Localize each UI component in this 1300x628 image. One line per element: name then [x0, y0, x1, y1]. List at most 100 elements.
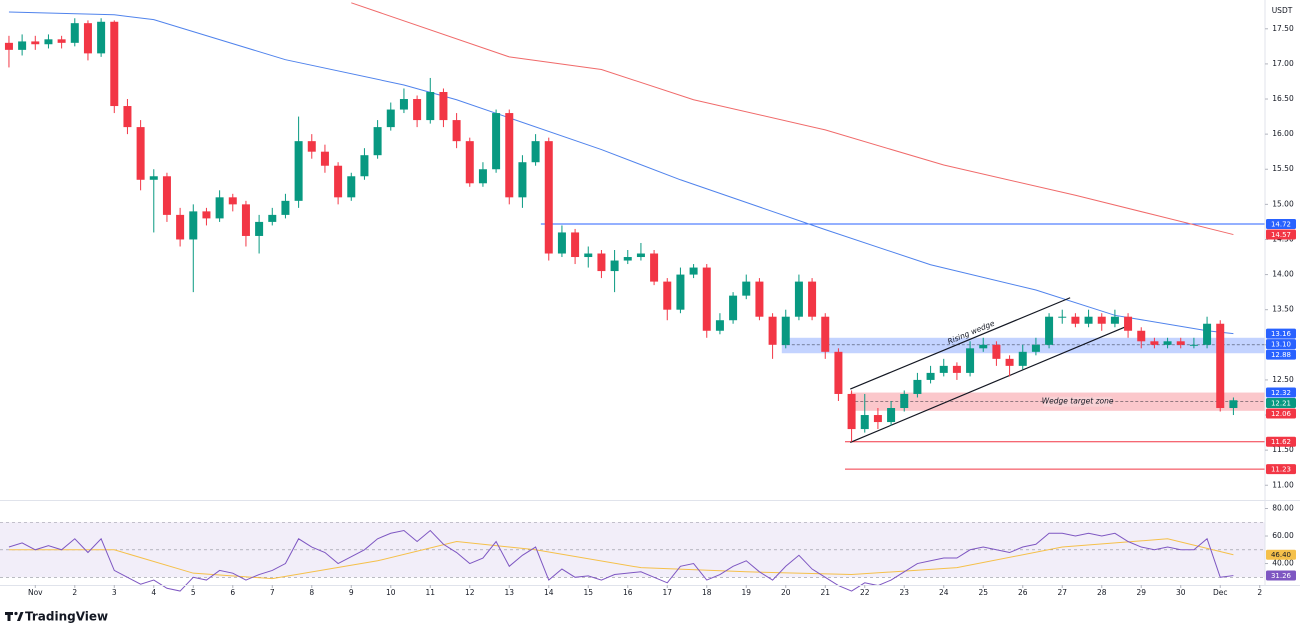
- x-tick-label: 12: [465, 588, 475, 597]
- price-badge-label: 14.72: [1271, 221, 1291, 229]
- price-badge-label: 13.16: [1271, 330, 1292, 338]
- x-tick-label: 17: [662, 588, 672, 597]
- candle-body: [320, 151, 329, 166]
- candle-body: [373, 127, 382, 156]
- axis-layer: USDT 17.5017.0016.5016.0015.5015.0014.50…: [0, 0, 1300, 597]
- price-badge-label: 12.06: [1271, 410, 1292, 418]
- candle-body: [44, 39, 53, 45]
- y-tick-label: 17.50: [1272, 24, 1294, 33]
- candle-body: [1071, 316, 1080, 324]
- price-badge-label: 31.26: [1271, 572, 1292, 580]
- candle-body: [939, 365, 948, 373]
- price-badge-label: 12.32: [1271, 389, 1291, 397]
- rsi-tick-label: 40.00: [1272, 559, 1294, 568]
- price-badge: [1266, 408, 1296, 419]
- candle-body: [636, 253, 645, 258]
- x-tick-label: 3: [112, 588, 117, 597]
- zone: [781, 337, 1265, 354]
- candle-body: [4, 42, 13, 50]
- candle-body: [1150, 341, 1159, 345]
- y-tick-label: 13.50: [1272, 305, 1294, 314]
- moving-average: [8, 11, 1234, 335]
- x-tick-label: 5: [191, 588, 196, 597]
- candle-body: [452, 120, 461, 142]
- candle-body: [97, 21, 106, 54]
- candle-body: [1031, 344, 1040, 352]
- x-tick-label: 10: [386, 588, 396, 597]
- candle-body: [610, 260, 619, 272]
- x-tick-label: Dec: [1213, 588, 1228, 597]
- candle-body: [663, 281, 672, 310]
- price-badge: [1266, 219, 1296, 230]
- candle-body: [860, 415, 869, 430]
- zone-label: Wedge target zone: [1042, 397, 1114, 406]
- y-tick-label: 17.00: [1272, 59, 1294, 68]
- currency-label: USDT: [1272, 6, 1293, 15]
- x-tick-label: 18: [702, 588, 712, 597]
- price-badge-label: 12.21: [1271, 400, 1291, 408]
- candle-body: [294, 141, 303, 201]
- base-layer: Wedge target zone: [0, 223, 1265, 578]
- wedge-line: [850, 297, 1071, 390]
- price-badge-label: 46.40: [1271, 551, 1291, 559]
- candle-body: [426, 91, 435, 121]
- candle-body: [768, 316, 777, 345]
- candle-body: [1137, 330, 1146, 342]
- candle-body: [966, 348, 975, 373]
- candle-body: [781, 316, 790, 345]
- logo-slash: [17, 612, 24, 621]
- candle-body: [268, 214, 277, 222]
- candle-body: [992, 344, 1001, 359]
- candle-body: [83, 23, 92, 54]
- candle-body: [1058, 316, 1067, 318]
- candle-body: [241, 204, 250, 236]
- candle-body: [952, 365, 961, 373]
- candle-body: [1110, 316, 1119, 324]
- brand-logo: TradingView: [5, 610, 108, 624]
- rsi-line: [8, 529, 1234, 592]
- logo-mark: [5, 612, 13, 621]
- candle-body: [492, 113, 501, 170]
- x-tick-label: 30: [1176, 588, 1186, 597]
- x-tick-label: 25: [978, 588, 988, 597]
- y-tick-label: 15.00: [1272, 199, 1294, 208]
- candle-body: [360, 155, 369, 177]
- candle-body: [110, 21, 119, 107]
- candle-body: [413, 99, 422, 121]
- price-badge: [1266, 464, 1296, 475]
- candle-body: [465, 141, 474, 184]
- wedge-line: [850, 324, 1130, 443]
- x-tick-label: 21: [820, 588, 830, 597]
- candle-body: [189, 211, 198, 240]
- candle-body: [478, 169, 487, 184]
- candle-body: [715, 320, 724, 331]
- candle-body: [742, 281, 751, 296]
- candle-body: [123, 106, 132, 128]
- logo-dot: [14, 611, 18, 616]
- candle-body: [149, 176, 158, 180]
- x-tick-label: 9: [349, 588, 354, 597]
- price-badge: [1266, 349, 1296, 360]
- candle-body: [1018, 351, 1027, 366]
- x-tick-label: 22: [860, 588, 870, 597]
- price-badge-label: 11.23: [1271, 466, 1291, 474]
- candle-body: [57, 39, 66, 43]
- brand-name: TradingView: [25, 610, 108, 624]
- candle-body: [70, 23, 79, 43]
- y-tick-label: 11.50: [1272, 445, 1294, 454]
- candle-body: [702, 267, 711, 331]
- price-badge: [1266, 436, 1296, 447]
- x-tick-label: 2: [72, 588, 77, 597]
- candle-body: [228, 197, 237, 205]
- candle-body: [755, 281, 764, 317]
- candle-body: [1124, 316, 1133, 331]
- y-tick-label: 14.00: [1272, 270, 1294, 279]
- x-tick-label: Nov: [28, 588, 43, 597]
- rsi-tick-label: 60.00: [1272, 531, 1294, 540]
- candle-body: [900, 393, 909, 409]
- candle-body: [255, 221, 264, 236]
- candle-body: [873, 415, 882, 423]
- price-badge-label: 11.62: [1271, 438, 1291, 446]
- candle-body: [18, 41, 27, 50]
